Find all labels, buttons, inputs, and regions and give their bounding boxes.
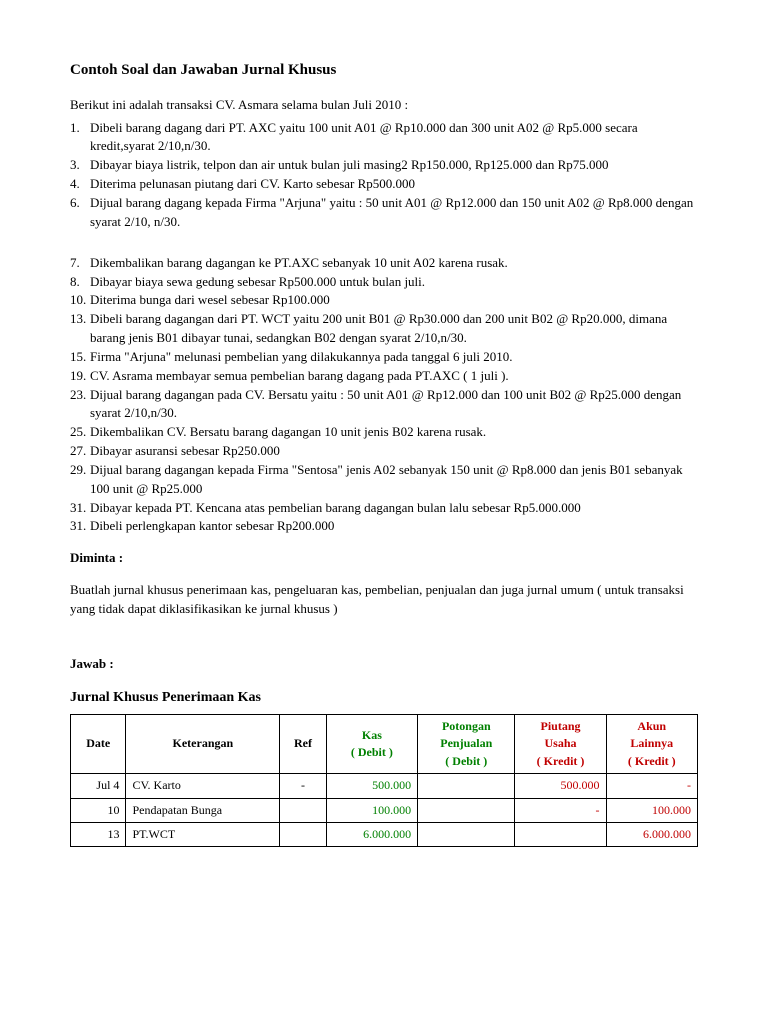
col-piutang: PiutangUsaha( Kredit ) — [515, 714, 606, 773]
journal-table: Date Keterangan Ref Kas( Debit ) Potonga… — [70, 714, 698, 847]
transaction-item: 1.Dibeli barang dagang dari PT. AXC yait… — [70, 119, 698, 157]
jawab-heading: Jawab : — [70, 655, 698, 674]
col-akun: AkunLainnya( Kredit ) — [606, 714, 697, 773]
col-date: Date — [71, 714, 126, 773]
transaction-item: 27. Dibayar asuransi sebesar Rp250.000 — [70, 442, 698, 461]
transaction-list-2: 7.Dikembalikan barang dagangan ke PT.AXC… — [70, 254, 698, 537]
diminta-text: Buatlah jurnal khusus penerimaan kas, pe… — [70, 581, 698, 619]
col-kas: Kas( Debit ) — [326, 714, 417, 773]
diminta-heading: Diminta : — [70, 549, 698, 568]
col-keterangan: Keterangan — [126, 714, 280, 773]
transaction-item: 31. Dibayar kepada PT. Kencana atas pemb… — [70, 499, 698, 518]
transaction-item: 23. Dijual barang dagangan pada CV. Bers… — [70, 386, 698, 424]
transaction-item: 3.Dibayar biaya listrik, telpon dan air … — [70, 156, 698, 175]
transaction-item: 25. Dikembalikan CV. Bersatu barang daga… — [70, 423, 698, 442]
transaction-list-1: 1.Dibeli barang dagang dari PT. AXC yait… — [70, 119, 698, 232]
table-row: Jul 4CV. Karto-500.000500.000- — [71, 774, 698, 798]
col-ref: Ref — [280, 714, 326, 773]
intro-text: Berikut ini adalah transaksi CV. Asmara … — [70, 96, 698, 115]
page-title: Contoh Soal dan Jawaban Jurnal Khusus — [70, 60, 698, 82]
table-row: 10Pendapatan Bunga100.000-100.000 — [71, 798, 698, 822]
transaction-item: 4.Diterima pelunasan piutang dari CV. Ka… — [70, 175, 698, 194]
transaction-item: 6.Dijual barang dagang kepada Firma "Arj… — [70, 194, 698, 232]
col-potongan: PotonganPenjualan( Debit ) — [418, 714, 515, 773]
transaction-item: 15.Firma "Arjuna" melunasi pembelian yan… — [70, 348, 698, 367]
transaction-item: 10.Diterima bunga dari wesel sebesar Rp1… — [70, 291, 698, 310]
transaction-item: 13.Dibeli barang dagangan dari PT. WCT y… — [70, 310, 698, 348]
table-title: Jurnal Khusus Penerimaan Kas — [70, 688, 698, 708]
transaction-item: 31. Dibeli perlengkapan kantor sebesar R… — [70, 517, 698, 536]
table-row: 13PT.WCT6.000.0006.000.000 — [71, 822, 698, 846]
transaction-item: 19. CV. Asrama membayar semua pembelian … — [70, 367, 698, 386]
transaction-item: 7.Dikembalikan barang dagangan ke PT.AXC… — [70, 254, 698, 273]
transaction-item: 8.Dibayar biaya sewa gedung sebesar Rp50… — [70, 273, 698, 292]
transaction-item: 29. Dijual barang dagangan kepada Firma … — [70, 461, 698, 499]
